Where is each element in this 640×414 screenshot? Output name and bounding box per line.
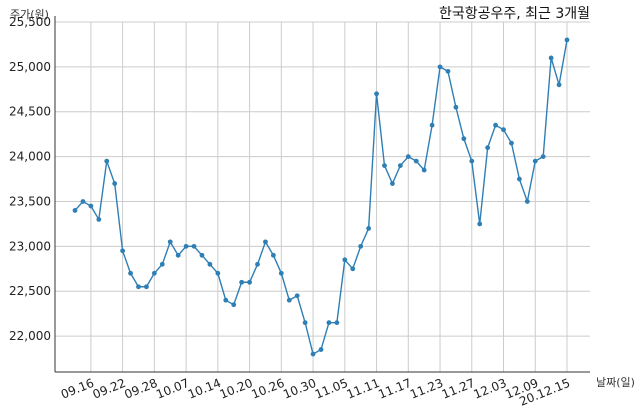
data-point — [564, 37, 570, 43]
data-point — [477, 221, 483, 227]
data-point — [548, 55, 554, 61]
data-point — [485, 145, 491, 151]
data-point — [199, 252, 205, 258]
data-point — [231, 302, 237, 308]
data-point — [374, 91, 379, 97]
series-line — [74, 39, 568, 356]
data-point — [524, 199, 530, 204]
chart-title: 한국항공우주, 최근 3개월 — [439, 6, 590, 22]
data-point — [112, 181, 118, 186]
data-point — [270, 252, 276, 258]
data-point — [326, 320, 332, 326]
y-tick-label: 24,500 — [9, 105, 51, 119]
y-tick-label: 22,000 — [9, 329, 51, 343]
data-point — [278, 270, 284, 276]
data-point — [310, 351, 316, 357]
data-point — [88, 203, 94, 209]
data-point — [207, 261, 213, 267]
data-point — [501, 127, 506, 133]
data-point — [239, 279, 245, 285]
data-point — [461, 136, 467, 142]
data-point — [342, 257, 348, 263]
data-point — [247, 279, 252, 285]
data-point — [302, 320, 308, 326]
y-tick-labels: 22,000 22,500 23,000 23,500 24,000 24,500 25,0… — [9, 15, 51, 343]
data-point — [72, 208, 78, 213]
data-point — [350, 266, 356, 272]
data-point — [144, 284, 149, 290]
data-point — [263, 239, 268, 245]
data-point — [509, 140, 514, 146]
data-point — [493, 122, 498, 128]
y-tick-label: 25,000 — [9, 60, 51, 74]
x-tick-labels: 09.1609.2209.2810.0710.1410.2010.2610.30… — [59, 376, 572, 409]
data-point — [96, 217, 102, 222]
data-point — [120, 248, 126, 254]
data-point — [421, 167, 427, 173]
y-tick-label: 23,000 — [9, 239, 51, 253]
data-point — [255, 261, 260, 267]
data-point — [183, 243, 189, 249]
data-point — [532, 158, 538, 164]
data-point — [469, 158, 475, 164]
data-point — [128, 270, 133, 276]
data-point — [136, 284, 141, 290]
y-tick-label: 23,500 — [9, 194, 51, 208]
data-point — [429, 122, 435, 128]
data-point — [397, 163, 403, 168]
data-point — [175, 252, 181, 258]
data-point — [104, 158, 110, 164]
data-point — [151, 270, 157, 276]
data-point — [358, 243, 364, 249]
data-point — [437, 64, 443, 70]
data-point — [540, 154, 546, 160]
data-point — [334, 320, 340, 326]
data-point — [167, 239, 173, 245]
data-point — [80, 199, 86, 204]
y-tick-label: 25,500 — [9, 15, 51, 29]
data-point — [223, 297, 229, 303]
data-point — [445, 68, 451, 74]
series-points — [72, 37, 570, 357]
series-line-group — [74, 39, 568, 356]
data-point — [366, 226, 372, 231]
data-point — [405, 154, 411, 160]
data-point — [286, 297, 292, 303]
data-point — [294, 293, 300, 299]
data-point — [556, 82, 562, 88]
data-point — [191, 243, 197, 249]
x-axis-title: 날짜(일) — [596, 375, 635, 389]
y-axis-title: 주가(원) — [10, 8, 49, 21]
data-point — [390, 181, 395, 186]
axes — [54, 16, 590, 373]
grid — [55, 21, 590, 372]
y-tick-label: 22,500 — [9, 284, 51, 298]
data-point — [516, 176, 522, 182]
data-point — [159, 261, 165, 267]
data-point — [413, 158, 419, 164]
y-tick-label: 24,000 — [9, 150, 51, 164]
data-point — [382, 163, 387, 168]
data-point — [453, 104, 459, 110]
data-point — [318, 347, 324, 352]
data-point — [215, 270, 221, 276]
